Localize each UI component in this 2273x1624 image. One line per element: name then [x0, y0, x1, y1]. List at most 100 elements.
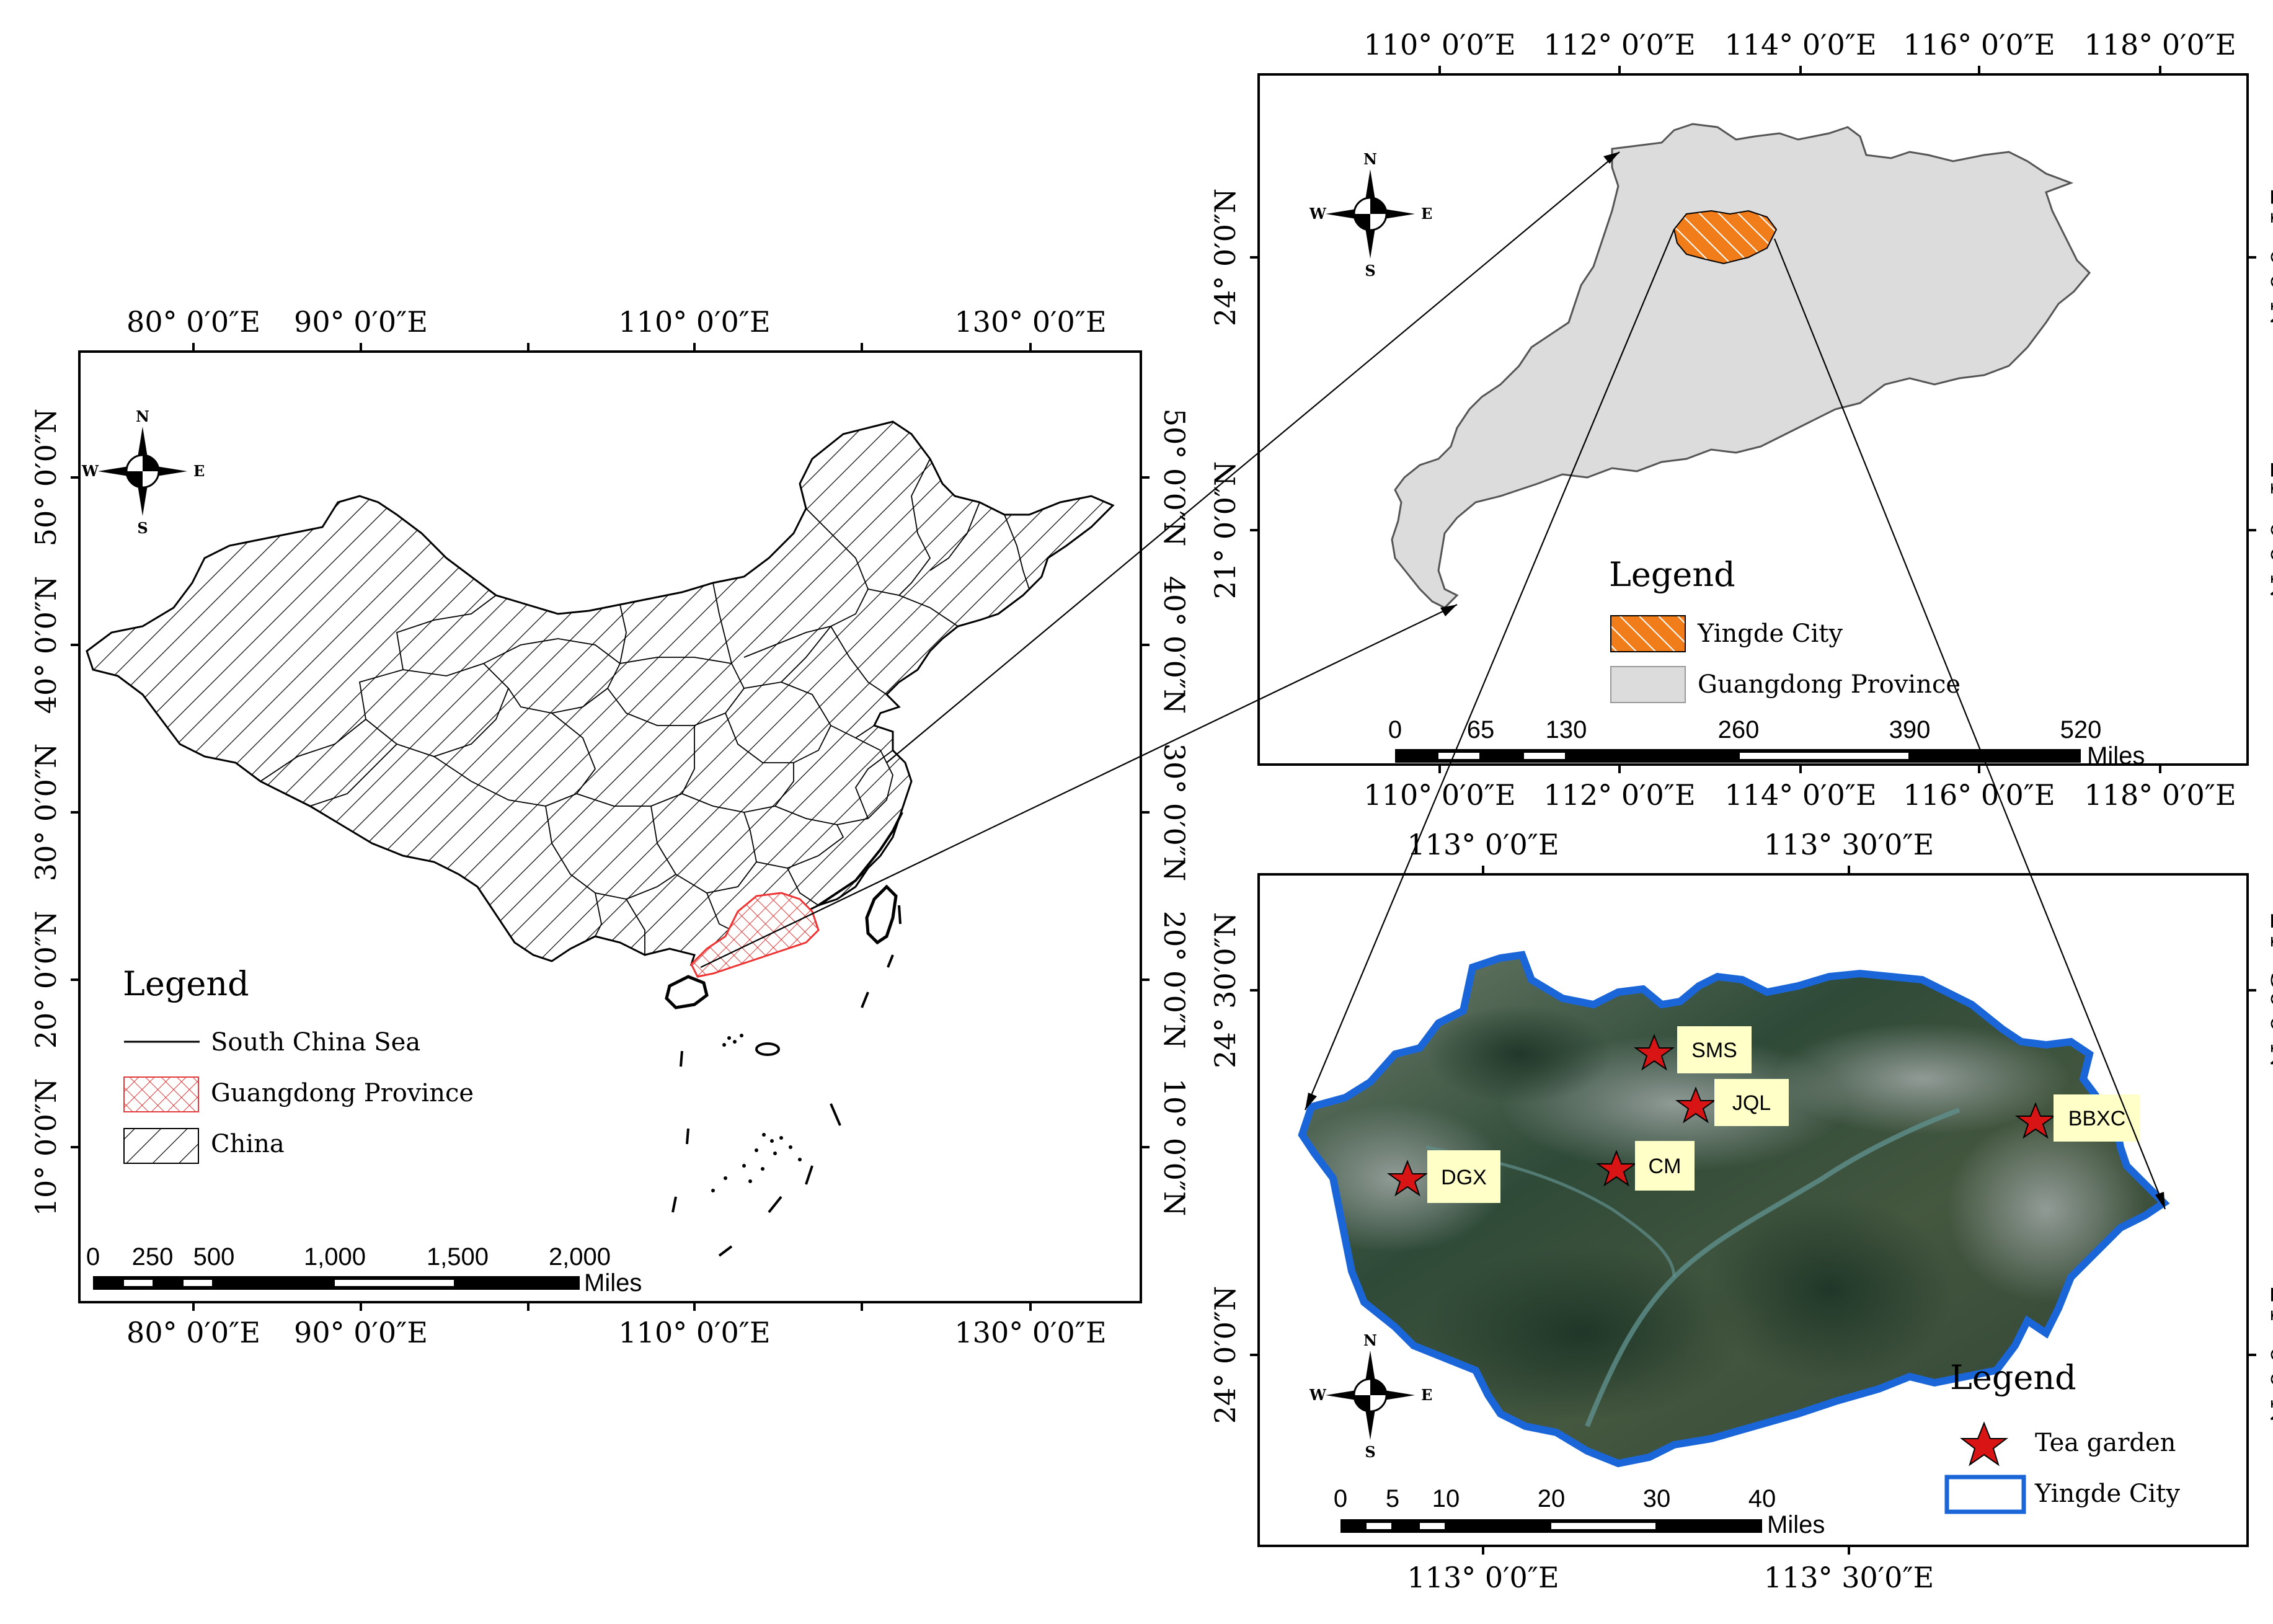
yingde-map-ticks: [1250, 866, 2256, 1555]
gd-bottom-lon-116: 116° 0′0″E: [1903, 778, 2055, 812]
china-scale-250: 250: [132, 1243, 174, 1271]
gd-scale-0: 0: [1388, 716, 1402, 743]
yd-scalebar: 0 5 10 20 30 40 Miles: [1334, 1485, 1825, 1538]
gd-compass: N S E W: [1309, 150, 1432, 280]
gd-compass-e: E: [1421, 205, 1432, 223]
china-bottom-lon-90: 90° 0′0″E: [294, 1316, 428, 1349]
guangdong-yingde-highlight: [1673, 210, 1778, 265]
gd-scalebar: 0 65 130 260 390 520 Miles: [1388, 716, 2145, 770]
gd-top-lon-110: 110° 0′0″E: [1363, 28, 1515, 61]
china-landmass: [86, 420, 1115, 966]
china-map-ticks: [71, 343, 1150, 1311]
connector-china-to-gd-top: [886, 151, 1620, 763]
china-left-lat-40: 40° 0′0″N: [29, 576, 63, 714]
china-right-lat-20: 20° 0′0″N: [1158, 911, 1191, 1049]
gd-bottom-lon-114: 114° 0′0″E: [1724, 778, 1876, 812]
gd-compass-w: W: [1309, 205, 1327, 223]
china-top-lon-130: 130° 0′0″E: [954, 305, 1106, 339]
china-scale-0: 0: [86, 1243, 100, 1271]
yd-right-lat-24-30: 24° 30′0″N: [2264, 912, 2273, 1068]
china-map-panel: 80° 0′0″E 90° 0′0″E 110° 0′0″E 130° 0′0″…: [29, 305, 1191, 1349]
gd-legend: Legend Yingde City Guangdong Province: [1609, 555, 1961, 703]
gd-left-lat-24: 24° 0′0″N: [1208, 189, 1242, 327]
yd-left-lat-24: 24° 0′0″N: [1208, 1286, 1242, 1424]
gd-scale-520: 520: [2060, 716, 2102, 743]
yd-legend-title: Legend: [1950, 1358, 2076, 1397]
china-right-lat-30: 30° 0′0″N: [1158, 743, 1191, 882]
gd-legend-guangdong: Guangdong Province: [1698, 670, 1961, 699]
china-left-lat-20: 20° 0′0″N: [29, 911, 63, 1049]
gd-bottom-lon-112: 112° 0′0″E: [1543, 778, 1695, 812]
yd-scale-0: 0: [1334, 1485, 1347, 1512]
china-top-lon-80: 80° 0′0″E: [126, 305, 260, 339]
yd-scale-unit: Miles: [1767, 1511, 1825, 1538]
site-dgx: DGX: [1386, 1150, 1500, 1203]
yd-bottom-lon-113-30: 113° 30′0″E: [1764, 1561, 1934, 1594]
hainan-island: [665, 975, 709, 1009]
yd-compass-n: N: [1363, 1331, 1377, 1349]
china-left-lat-50: 50° 0′0″N: [29, 409, 63, 547]
gd-scale-390: 390: [1889, 716, 1931, 743]
legend-tea-garden-star-icon: [1960, 1421, 2008, 1466]
south-china-sea-dashes: [671, 905, 902, 1257]
china-top-lon-90: 90° 0′0″E: [294, 305, 428, 339]
site-jql-star-icon: [1675, 1086, 1717, 1124]
china-legend: Legend South China Sea Guangdong Provinc…: [123, 964, 474, 1164]
china-legend-title: Legend: [123, 964, 249, 1003]
gd-bottom-lon-110: 110° 0′0″E: [1363, 778, 1515, 812]
china-scale-1000: 1,000: [304, 1243, 366, 1271]
china-bottom-lon-80: 80° 0′0″E: [126, 1316, 260, 1349]
legend-gd-swatch: [123, 1076, 199, 1112]
gd-compass-n: N: [1363, 150, 1377, 168]
yd-compass-e: E: [1421, 1386, 1432, 1404]
gd-top-lon-114: 114° 0′0″E: [1724, 28, 1876, 61]
connector-gd-to-yd-right: [1773, 238, 2166, 1210]
china-right-lat-50: 50° 0′0″N: [1158, 409, 1191, 547]
site-cm: CM: [1595, 1141, 1695, 1191]
gd-top-lon-118: 118° 0′0″E: [2084, 28, 2236, 61]
connector-gd-to-yd-left: [1304, 229, 1675, 1111]
guangdong-province-shape: [1391, 123, 2091, 609]
legend-china-swatch: [123, 1128, 199, 1164]
china-right-lat-40: 40° 0′0″N: [1158, 576, 1191, 714]
gd-scale-unit: Miles: [2087, 742, 2145, 770]
gd-scale-65: 65: [1467, 716, 1495, 743]
china-compass: N S E W: [81, 407, 205, 537]
yd-scale-20: 20: [1538, 1485, 1566, 1512]
china-right-lat-10: 10° 0′0″N: [1158, 1078, 1191, 1217]
site-cm-star-icon: [1595, 1150, 1637, 1187]
site-jql-label: JQL: [1732, 1091, 1771, 1115]
site-sms-star-icon: [1633, 1034, 1675, 1071]
china-southeast-coast: [817, 812, 903, 907]
china-scalebar: 0 250 500 1,000 1,500 2,000 Miles: [86, 1243, 642, 1297]
china-scale-unit: Miles: [584, 1269, 642, 1297]
china-compass-s: S: [137, 519, 148, 537]
site-bbxc-label: BBXC: [2068, 1107, 2126, 1130]
legend-yingde-swatch: [1610, 615, 1686, 652]
yd-legend-yingde: Yingde City: [2034, 1480, 2180, 1508]
site-dgx-label: DGX: [1441, 1166, 1487, 1189]
guangdong-map-ticks: [1250, 66, 2256, 773]
gd-top-lon-116: 116° 0′0″E: [1903, 28, 2055, 61]
connector-china-to-gd-bottom: [700, 604, 1458, 968]
site-dgx-star-icon: [1386, 1160, 1429, 1197]
china-compass-n: N: [136, 407, 149, 425]
yd-legend: Legend Tea garden Yingde City: [1944, 1358, 2180, 1514]
yingde-boundary: [1298, 951, 2170, 1468]
china-province-borders: [260, 458, 1030, 955]
yd-left-lat-24-30: 24° 30′0″N: [1208, 912, 1242, 1068]
south-china-sea-islands: [711, 1034, 802, 1192]
site-jql: JQL: [1675, 1079, 1789, 1126]
china-guangdong-highlight: [690, 892, 820, 978]
site-sms: SMS: [1633, 1026, 1752, 1073]
legend-guangdong-swatch: [1610, 666, 1686, 703]
yingde-map-panel: 113° 0′0″E 113° 30′0″E 113° 0′0″E 113° 3…: [1208, 828, 2273, 1594]
china-legend-china: China: [211, 1130, 285, 1158]
yd-scale-5: 5: [1386, 1485, 1399, 1512]
china-legend-gd: Guangdong Province: [211, 1079, 474, 1107]
gd-top-lon-112: 112° 0′0″E: [1543, 28, 1695, 61]
china-compass-w: W: [81, 462, 99, 480]
site-bbxc: BBXC: [2014, 1094, 2140, 1142]
china-compass-e: E: [193, 462, 205, 480]
